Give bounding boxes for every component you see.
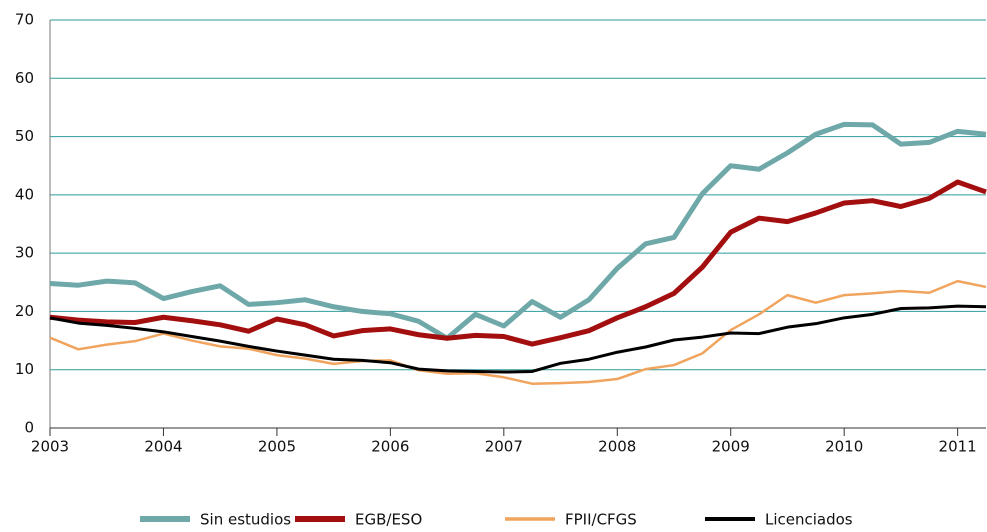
legend-label: Licenciados: [765, 511, 853, 529]
x-tick-label: 2008: [598, 438, 636, 456]
y-tick-label: 40: [15, 185, 34, 203]
x-tick-label: 2007: [485, 438, 523, 456]
legend-label: FPII/CFGS: [565, 511, 637, 529]
x-tick-label: 2006: [371, 438, 409, 456]
x-tick-label: 2005: [258, 438, 296, 456]
x-tick-label: 2004: [144, 438, 182, 456]
y-tick-label: 20: [15, 302, 34, 320]
series-line: [49, 304, 987, 374]
y-tick-label: 70: [15, 11, 34, 29]
x-tick-label: 2010: [825, 438, 863, 456]
y-tick-label: 0: [24, 419, 34, 437]
series-line: [49, 279, 987, 385]
legend-label: EGB/ESO: [355, 511, 422, 529]
x-tick-label: 2011: [939, 438, 977, 456]
y-tick-label: 10: [15, 360, 34, 378]
y-tick-label: 60: [15, 69, 34, 87]
y-tick-label: 30: [15, 244, 34, 262]
x-tick-label: 2009: [712, 438, 750, 456]
y-tick-label: 50: [15, 127, 34, 145]
x-tick-label: 2003: [31, 438, 69, 456]
series-line: [49, 121, 987, 341]
legend-label: Sin estudios: [200, 511, 291, 529]
series-line: [49, 179, 987, 347]
